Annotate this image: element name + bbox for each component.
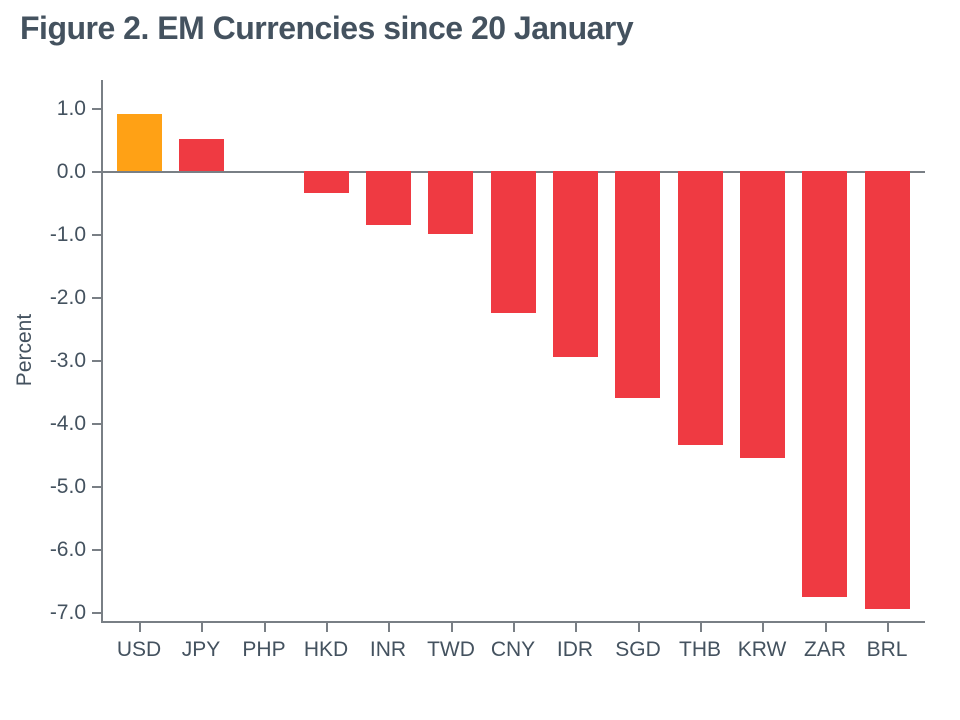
y-tick-label: -2.0: [49, 286, 86, 309]
x-tick-label: INR: [369, 638, 407, 661]
x-tick-label: BRL: [866, 638, 908, 661]
x-tick-label: IDR: [556, 638, 594, 661]
x-tick-label: HKD: [303, 638, 349, 661]
bar-KRW: [740, 171, 785, 458]
y-tick: [92, 423, 101, 425]
bar-SGD: [615, 171, 660, 398]
x-tick-label: ZAR: [804, 638, 846, 661]
bar-BRL: [865, 171, 910, 609]
y-tick: [92, 297, 101, 299]
bar-INR: [366, 171, 411, 225]
x-tick: [825, 623, 827, 632]
y-tick: [92, 360, 101, 362]
x-tick: [513, 623, 515, 632]
x-tick: [451, 623, 453, 632]
figure-title: Figure 2. EM Currencies since 20 January: [20, 10, 634, 46]
x-tick-label: KRW: [737, 638, 787, 661]
bar-TWD: [428, 171, 473, 234]
y-tick-label: -6.0: [49, 538, 86, 561]
y-tick: [92, 486, 101, 488]
x-tick: [700, 623, 702, 632]
x-tick: [388, 623, 390, 632]
bar-USD: [117, 114, 162, 171]
y-tick: [92, 234, 101, 236]
bar-IDR: [553, 171, 598, 357]
y-tick: [92, 171, 101, 173]
y-tick-label: -4.0: [49, 412, 86, 435]
bar-JPY: [179, 139, 224, 171]
y-axis-line: [101, 80, 103, 623]
x-tick-label: CNY: [490, 638, 536, 661]
x-axis-line: [101, 621, 925, 623]
bar-CNY: [491, 171, 536, 313]
bar-ZAR: [802, 171, 847, 597]
x-tick-label: PHP: [242, 638, 286, 661]
bar-THB: [678, 171, 723, 445]
y-tick-label: -3.0: [49, 349, 86, 372]
x-tick: [575, 623, 577, 632]
y-tick-label: -1.0: [49, 223, 86, 246]
x-tick: [326, 623, 328, 632]
y-tick: [92, 108, 101, 110]
x-tick: [762, 623, 764, 632]
x-tick: [638, 623, 640, 632]
y-tick-label: -5.0: [49, 475, 86, 498]
x-tick-label: JPY: [181, 638, 221, 661]
y-tick-label: 1.0: [56, 97, 86, 120]
x-tick: [887, 623, 889, 632]
y-tick-label: -7.0: [49, 601, 86, 624]
bar-HKD: [304, 171, 349, 193]
x-tick-label: USD: [116, 638, 162, 661]
x-tick-label: TWD: [427, 638, 475, 661]
x-tick: [201, 623, 203, 632]
y-tick: [92, 549, 101, 551]
x-tick-label: THB: [679, 638, 721, 661]
y-tick-label: 0.0: [56, 160, 86, 183]
x-tick-label: SGD: [615, 638, 661, 661]
x-tick: [139, 623, 141, 632]
x-tick: [264, 623, 266, 632]
y-tick: [92, 612, 101, 614]
